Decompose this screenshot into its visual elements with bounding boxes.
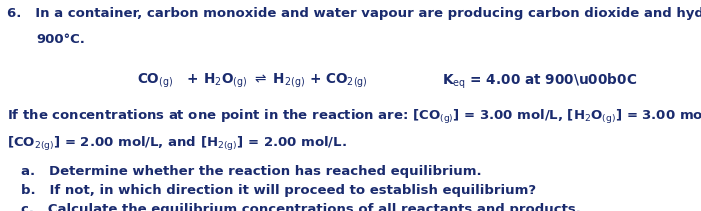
Text: c.   Calculate the equilibrium concentrations of all reactants and products.: c. Calculate the equilibrium concentrati… [21, 203, 581, 211]
Text: CO$_\mathsf{(g)}$   + H$_\mathsf{2}$O$_\mathsf{(g)}$ $\rightleftharpoons$ H$_\ma: CO$_\mathsf{(g)}$ + H$_\mathsf{2}$O$_\ma… [137, 72, 367, 90]
Text: b.   If not, in which direction it will proceed to establish equilibrium?: b. If not, in which direction it will pr… [21, 184, 536, 197]
Text: 6.   In a container, carbon monoxide and water vapour are producing carbon dioxi: 6. In a container, carbon monoxide and w… [7, 7, 701, 20]
Text: [CO$_\mathsf{2(g)}$] = 2.00 mol/L, and [H$_\mathsf{2(g)}$] = 2.00 mol/L.: [CO$_\mathsf{2(g)}$] = 2.00 mol/L, and [… [7, 135, 347, 153]
Text: K$_\mathsf{eq}$ = 4.00 at 900\u00b0C: K$_\mathsf{eq}$ = 4.00 at 900\u00b0C [442, 72, 637, 91]
Text: a.   Determine whether the reaction has reached equilibrium.: a. Determine whether the reaction has re… [21, 165, 482, 178]
Text: If the concentrations at one point in the reaction are: [CO$_\mathsf{(g)}$] = 3.: If the concentrations at one point in th… [7, 108, 701, 126]
Text: 900°C.: 900°C. [36, 33, 86, 46]
